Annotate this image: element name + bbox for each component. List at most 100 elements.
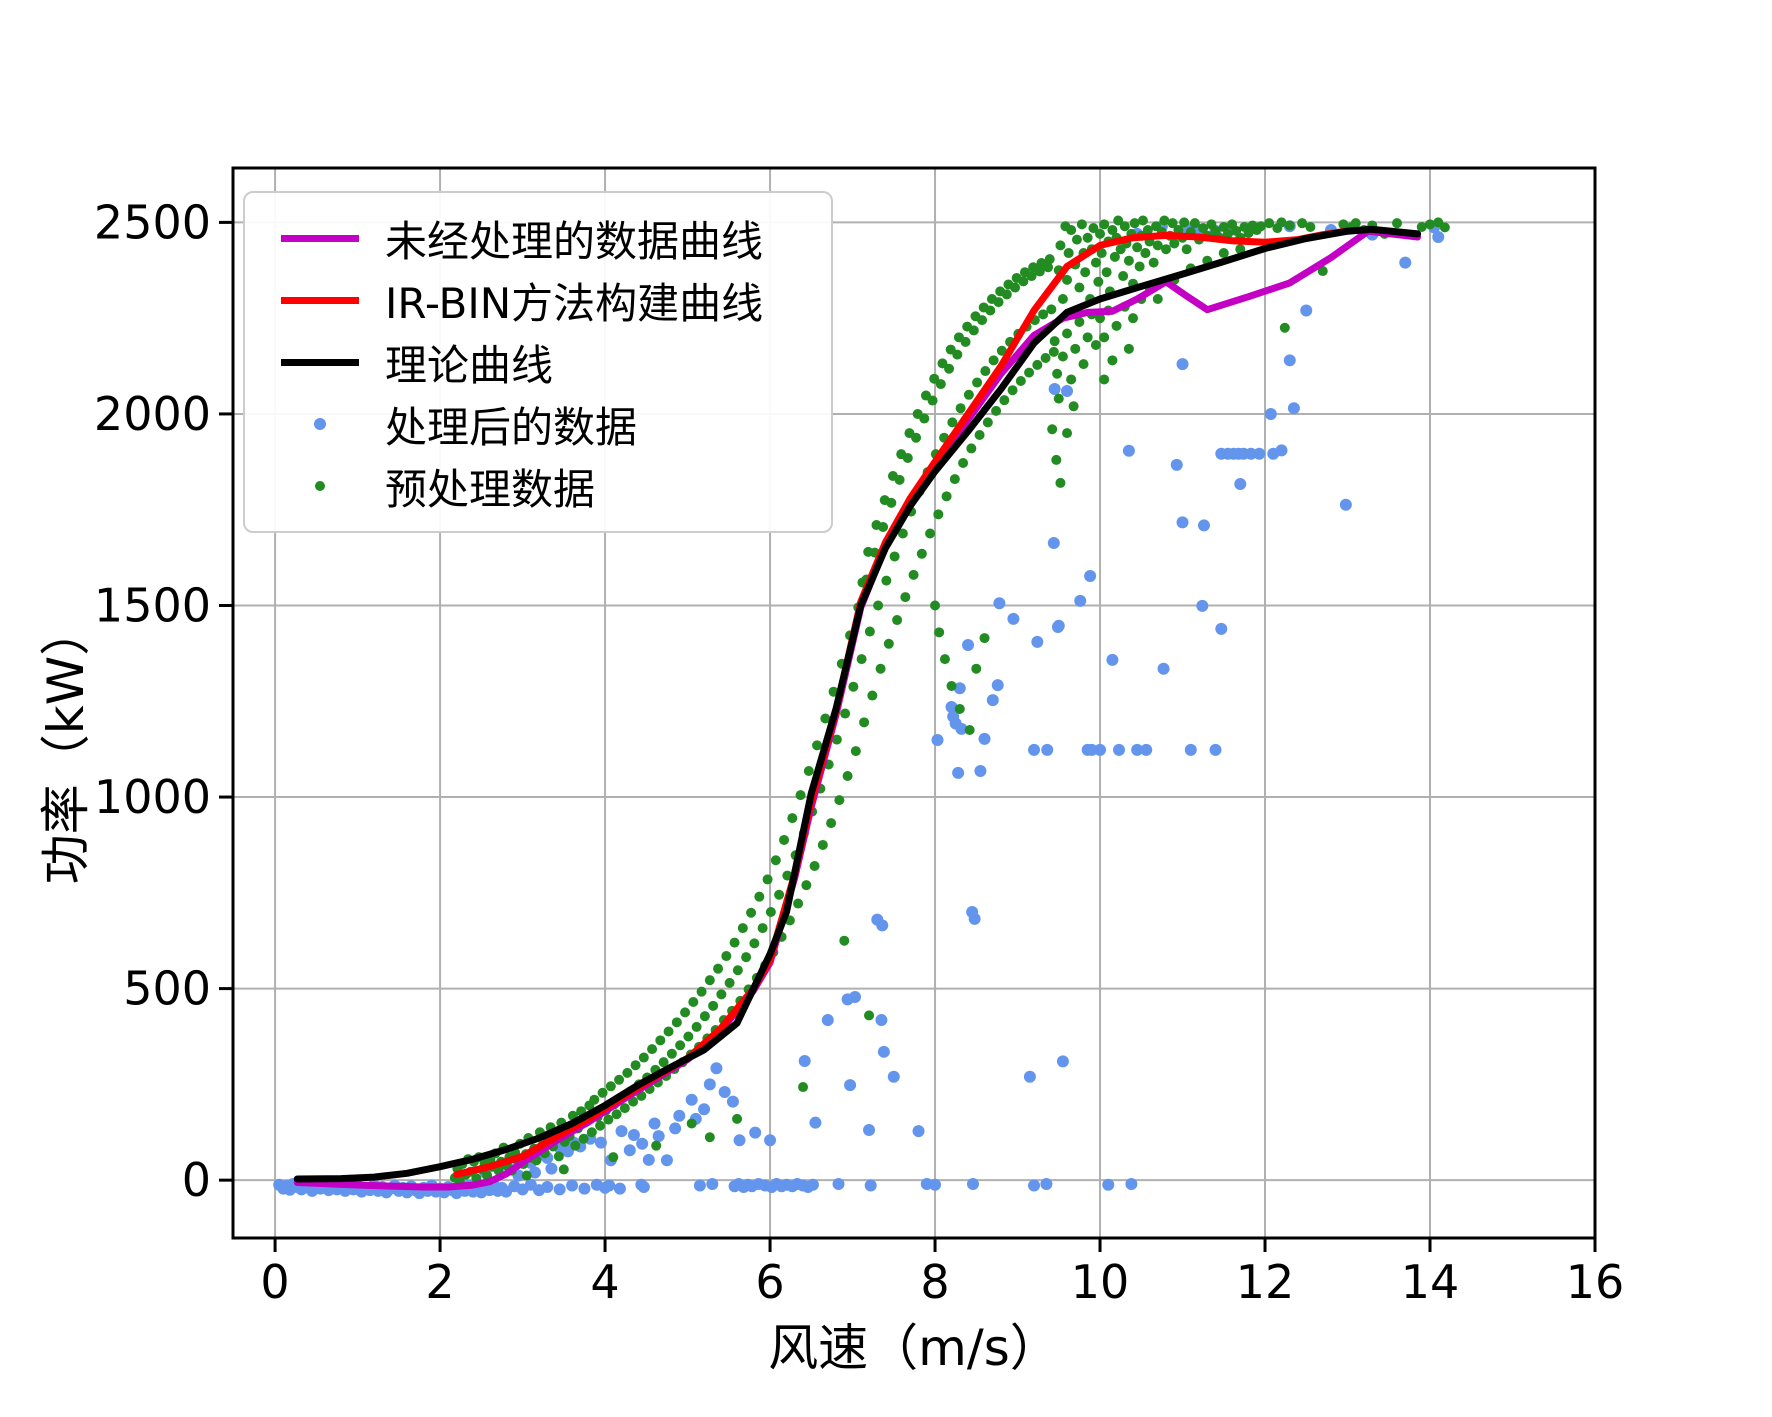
data-point	[627, 1128, 640, 1141]
data-point	[578, 1182, 591, 1195]
legend-marker	[314, 418, 326, 430]
data-point	[1399, 256, 1412, 269]
data-point	[703, 1078, 716, 1091]
data-point	[972, 377, 983, 388]
data-point	[658, 1057, 669, 1068]
data-point	[1038, 309, 1049, 320]
data-point	[1439, 222, 1450, 233]
data-point	[1305, 221, 1316, 232]
data-point	[1102, 1178, 1115, 1191]
legend-label: IR-BIN方法构建曲线	[385, 278, 764, 328]
data-point	[1123, 255, 1134, 266]
data-point	[1080, 267, 1091, 278]
data-point	[930, 600, 941, 611]
data-point	[1082, 232, 1093, 243]
data-point	[1094, 743, 1107, 756]
data-point	[608, 1152, 619, 1163]
data-point	[849, 991, 862, 1004]
data-point	[801, 880, 812, 891]
data-point	[831, 734, 842, 745]
data-point	[1152, 240, 1163, 251]
data-point	[1255, 221, 1266, 232]
data-point	[1062, 328, 1073, 339]
data-point	[1416, 221, 1427, 232]
data-point	[611, 1109, 622, 1120]
x-tick-label: 10	[1071, 1255, 1130, 1309]
data-point	[798, 1055, 811, 1068]
legend-label: 预处理数据	[385, 464, 596, 514]
data-point	[729, 937, 740, 948]
data-point	[683, 1031, 694, 1042]
plot-spines	[231, 166, 1597, 1240]
data-point	[1026, 271, 1037, 282]
data-point	[832, 1177, 845, 1190]
data-point	[809, 861, 820, 872]
data-point	[908, 569, 919, 580]
data-point	[952, 766, 965, 779]
data-point	[894, 474, 905, 485]
data-point	[1128, 313, 1139, 324]
data-point	[834, 795, 845, 806]
data-point	[927, 395, 938, 406]
legend-item-2: 理论曲线	[255, 331, 821, 393]
data-point	[774, 889, 785, 900]
data-point	[770, 855, 781, 866]
data-point	[1176, 516, 1189, 529]
data-point	[741, 952, 752, 963]
data-point	[875, 663, 886, 674]
data-point	[1284, 220, 1295, 231]
data-point	[925, 528, 936, 539]
data-point	[1106, 653, 1119, 666]
data-point	[1057, 351, 1068, 362]
data-point	[912, 1125, 925, 1138]
legend-marker	[281, 296, 359, 304]
data-point	[939, 654, 950, 665]
data-point	[900, 592, 911, 603]
data-point	[558, 1164, 569, 1175]
data-point	[1197, 519, 1210, 532]
data-point	[986, 694, 999, 707]
data-point	[669, 1122, 682, 1135]
data-point	[966, 443, 977, 454]
data-point	[704, 1132, 715, 1143]
data-point	[1169, 238, 1180, 249]
data-point	[848, 681, 859, 692]
data-point	[889, 551, 900, 562]
data-point	[1243, 228, 1254, 239]
data-point	[623, 1144, 636, 1157]
data-point	[1048, 346, 1059, 357]
data-point	[691, 1021, 702, 1032]
data-point	[1057, 294, 1068, 305]
data-point	[949, 474, 960, 485]
data-point	[1264, 218, 1275, 229]
data-point	[1078, 359, 1089, 370]
y-tick-label: 1000	[94, 770, 211, 824]
data-point	[636, 1137, 649, 1150]
data-point	[1140, 248, 1151, 259]
data-point	[856, 654, 867, 665]
data-point	[1015, 376, 1026, 387]
data-point	[746, 907, 757, 918]
data-point	[1007, 612, 1020, 625]
data-point	[1090, 339, 1101, 350]
data-point	[647, 1044, 658, 1055]
data-point	[988, 355, 999, 366]
data-point	[1101, 267, 1112, 278]
data-point	[685, 1093, 698, 1106]
data-point	[1053, 393, 1064, 404]
data-point	[1198, 223, 1209, 234]
legend-label: 未经处理的数据曲线	[385, 216, 764, 266]
data-point	[1264, 407, 1277, 420]
data-point	[798, 1082, 809, 1093]
scatter-series	[273, 220, 1445, 1200]
data-point	[638, 1052, 649, 1063]
data-point	[892, 615, 903, 626]
data-point	[630, 1060, 641, 1071]
data-point	[1096, 248, 1107, 259]
data-point	[916, 548, 927, 559]
data-point	[637, 1181, 650, 1194]
data-point	[710, 1062, 723, 1075]
data-point	[652, 1130, 665, 1143]
data-point	[1196, 599, 1209, 612]
data-point	[1275, 444, 1288, 457]
